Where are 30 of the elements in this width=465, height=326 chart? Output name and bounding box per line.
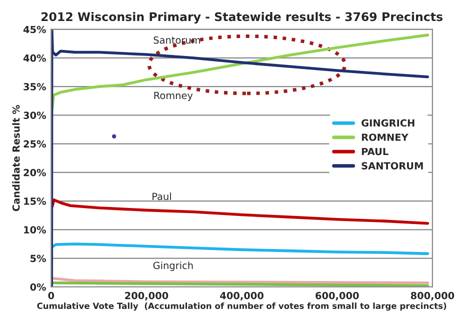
x-tick-label: 400,000	[220, 292, 264, 301]
line-series	[51, 34, 430, 111]
x-axis-title: Cumulative Vote Tally (Accumulation of number of votes from small to large precincts)	[37, 302, 446, 311]
y-tick-label: 5%	[30, 254, 46, 262]
annotation: Romney	[154, 92, 193, 102]
x-tick-label: 600,000	[316, 292, 359, 301]
y-tick-label: 10%	[24, 226, 46, 234]
line-series	[51, 198, 430, 225]
legend-label: GINGRICH	[362, 119, 414, 127]
legend-label: ROMNEY	[362, 134, 408, 141]
y-tick-label: 35%	[24, 83, 46, 90]
y-tick-label: 0%	[30, 283, 46, 291]
x-tick-label: 0	[48, 292, 54, 300]
y-tick-label: 30%	[24, 112, 46, 120]
y-tick-label: 20%	[24, 168, 46, 176]
x-tick-label: 200,000	[125, 292, 168, 301]
legend-label: PAUL	[362, 148, 388, 156]
y-tick-label: 40%	[23, 54, 46, 62]
line-series	[51, 242, 430, 256]
x-tick-label: 800,000	[410, 292, 454, 301]
y-tick-label: 45%	[23, 26, 46, 34]
legend-label: SANTORUM	[362, 162, 423, 170]
y-tick-label: 15%	[24, 198, 46, 205]
annotation: Gingrich	[153, 262, 193, 271]
annotation: Paul	[152, 192, 171, 200]
y-tick-label: 25%	[24, 140, 46, 148]
y-axis-title: Candidate Result %	[12, 104, 20, 212]
line-series	[51, 29, 430, 287]
chart-title: 2012 Wisconsin Primary - Statewide results - 3769 Precincts	[41, 12, 443, 24]
annotation: Santorum	[154, 36, 200, 44]
